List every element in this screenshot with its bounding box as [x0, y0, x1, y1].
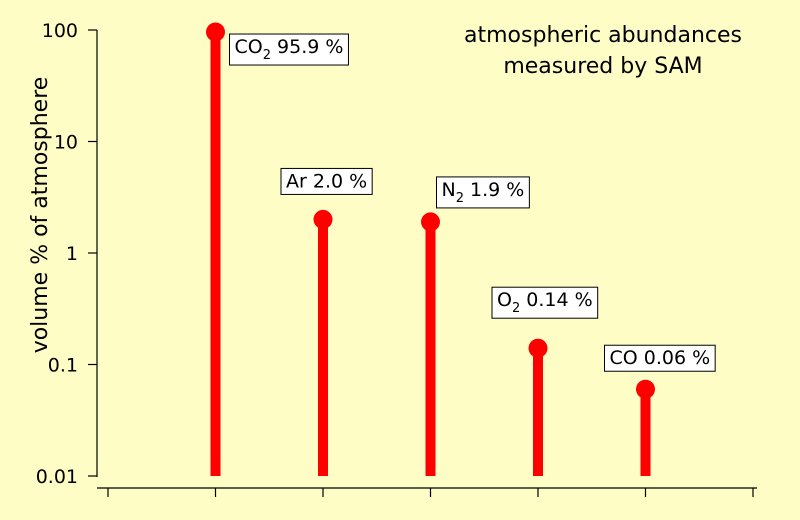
- species-subscript: 2: [456, 191, 464, 206]
- annotation-n2: N2 1.9 %: [436, 176, 530, 209]
- annotation-o2: O2 0.14 %: [491, 286, 599, 319]
- annotation-label: O2 0.14 %: [497, 289, 593, 316]
- annotation-co2: CO2 95.9 %: [229, 33, 349, 66]
- species-subscript: 2: [263, 48, 271, 63]
- annotation-label: CO2 95.9 %: [235, 36, 344, 63]
- value-label: 0.06 %: [638, 347, 710, 369]
- point-ar: [313, 209, 333, 229]
- data-annotations: CO2 95.9 %Ar 2.0 % N2 1.9 %O2 0.14 %CO 0.…: [229, 33, 716, 372]
- y-ticks: 0.01 0.1 1 10 100: [36, 20, 97, 488]
- value-label: 95.9 %: [271, 36, 343, 58]
- annotation-box: [436, 176, 530, 209]
- y-axis-label: volume % of atmosphere: [28, 77, 53, 354]
- annotation-co: CO 0.06 %: [604, 344, 716, 372]
- point-n2: [421, 212, 440, 232]
- annotation-ar: Ar 2.0 %: [280, 167, 373, 195]
- value-label: 1.9 %: [464, 179, 524, 201]
- chart-title-line-2: measured by SAM: [503, 54, 702, 79]
- point-co2: [206, 22, 225, 42]
- annotation-box: [604, 344, 716, 372]
- species-subscript: 2: [512, 301, 520, 316]
- annotation-box: [280, 167, 373, 195]
- x-ticks: [107, 488, 754, 497]
- data-marks: [206, 22, 655, 476]
- y-tick-label: 10: [54, 132, 78, 154]
- annotation-label: Ar 2.0 %: [286, 170, 367, 192]
- point-o2: [528, 338, 548, 358]
- point-co: [636, 379, 655, 399]
- chart-title-line-1: atmospheric abundances: [464, 23, 742, 48]
- species-name: CO: [610, 347, 638, 369]
- y-tick-label: 0.1: [48, 355, 78, 377]
- value-label: 2.0 %: [307, 170, 367, 192]
- species-name: N: [442, 179, 456, 201]
- annotation-box: [229, 33, 349, 66]
- annotation-box: [491, 286, 599, 319]
- y-tick-label: 0.01: [36, 466, 78, 488]
- annotation-label: N2 1.9 %: [442, 179, 525, 206]
- species-name: O: [497, 289, 512, 311]
- y-tick-label: 1: [66, 243, 78, 265]
- annotation-label: CO 0.06 %: [610, 347, 711, 369]
- value-label: 0.14 %: [520, 289, 592, 311]
- species-name: Ar: [286, 170, 307, 192]
- species-name: CO: [235, 36, 263, 58]
- y-tick-label: 100: [42, 20, 78, 42]
